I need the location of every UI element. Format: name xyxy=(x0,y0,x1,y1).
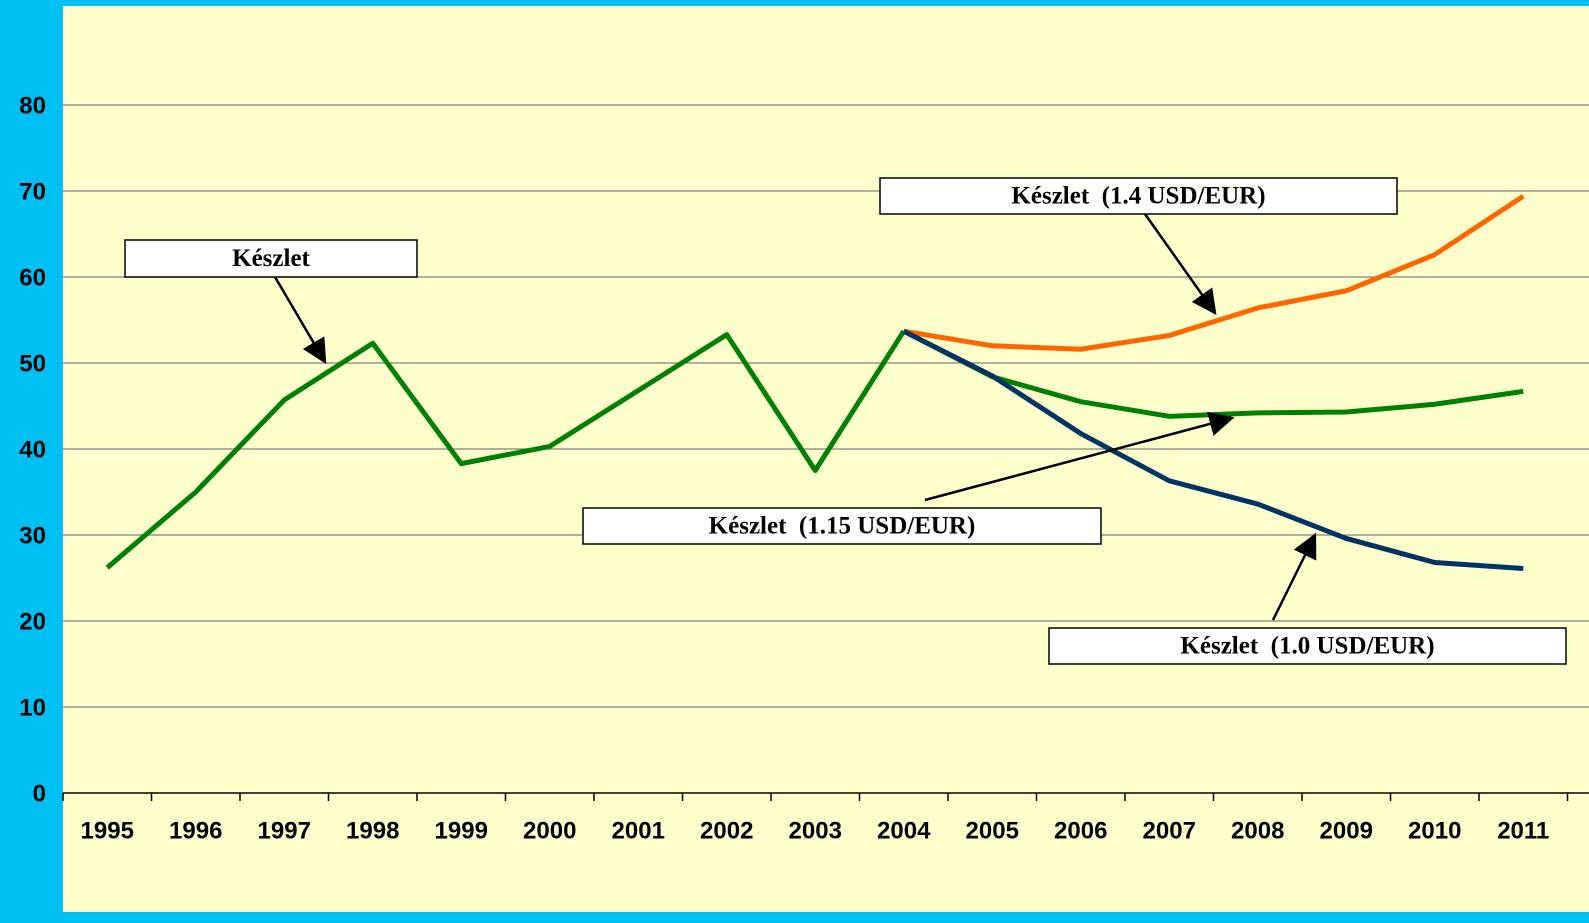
x-tick-label: 2002 xyxy=(700,817,753,844)
x-tick-label: 1996 xyxy=(169,817,222,844)
series-line xyxy=(105,329,906,570)
y-tick-label: 0 xyxy=(33,780,46,807)
y-tick-label: 70 xyxy=(19,178,46,205)
y-tick-label: 80 xyxy=(19,92,46,119)
series-line xyxy=(902,328,1524,572)
x-tick-label: 2005 xyxy=(966,817,1019,844)
x-tick-label: 2000 xyxy=(523,817,576,844)
y-tick-label: 40 xyxy=(19,436,46,463)
callout-arrow xyxy=(1143,213,1217,316)
x-tick-label: 2004 xyxy=(877,817,931,844)
x-tick-label: 2011 xyxy=(1497,817,1549,844)
x-tick-label: 2010 xyxy=(1408,817,1461,844)
x-tick-label: 1995 xyxy=(81,817,134,844)
x-tick-label: 2003 xyxy=(789,817,842,844)
legend-box xyxy=(582,507,1102,545)
y-tick-label: 20 xyxy=(19,608,46,635)
x-tick-label: 1999 xyxy=(435,817,488,844)
legend-box xyxy=(1048,627,1567,665)
y-tick-label: 60 xyxy=(19,264,46,291)
y-tick-label: 30 xyxy=(19,522,46,549)
y-tick-label: 10 xyxy=(19,694,46,721)
x-tick-label: 1998 xyxy=(346,817,399,844)
legend-box xyxy=(879,177,1398,215)
legend-label: Készlet xyxy=(232,245,310,272)
series-line xyxy=(903,194,1525,352)
legend-label: Készlet (1.4 USD/EUR) xyxy=(1011,183,1265,210)
callout-arrow xyxy=(924,411,1235,502)
x-tick-label: 2009 xyxy=(1320,817,1373,844)
x-tick-label: 2001 xyxy=(612,817,665,844)
x-tick-label: 2006 xyxy=(1054,817,1107,844)
legend-label: Készlet (1.15 USD/EUR) xyxy=(709,513,976,540)
legend-label: Készlet (1.0 USD/EUR) xyxy=(1180,633,1434,660)
callout-arrow xyxy=(273,276,327,365)
x-tick-label: 1997 xyxy=(258,817,311,844)
legend-box xyxy=(124,239,418,278)
x-tick-label: 2007 xyxy=(1143,817,1196,844)
y-tick-label: 50 xyxy=(19,350,46,377)
callout-arrow xyxy=(1271,532,1317,621)
plot-area xyxy=(63,6,1589,912)
x-tick-label: 2008 xyxy=(1231,817,1284,844)
